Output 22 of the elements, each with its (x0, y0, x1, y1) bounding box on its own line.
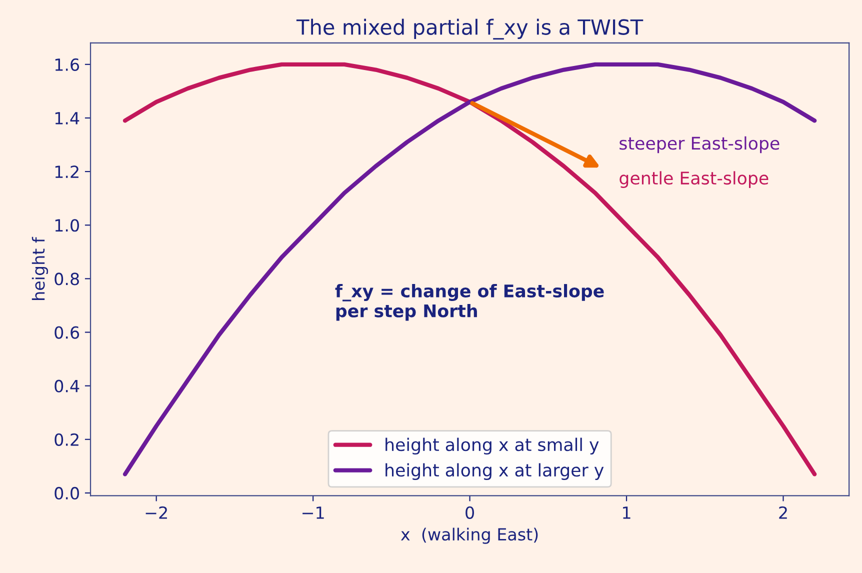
y-tick-label: 1.4 (55, 112, 80, 124)
chart-title: The mixed partial f_xy is a TWIST (296, 18, 644, 40)
y-tick-label: 0.2 (54, 433, 78, 446)
x-tick-label: 1 (623, 506, 630, 519)
y-tick-label: 1.6 (55, 58, 80, 71)
x-tick-label: −1 (302, 506, 324, 519)
y-tick-label: 0.4 (54, 380, 80, 392)
y-tick-label: 1.2 (55, 166, 78, 178)
y-tick-label: 0.0 (54, 486, 79, 500)
y-axis-title: height f (32, 236, 48, 300)
y-tick-label: 1.0 (55, 219, 79, 232)
x-tick-label: 0 (466, 506, 474, 519)
x-tick-label: 2 (779, 506, 787, 519)
legend-label: height along x at small y (386, 438, 599, 455)
y-tick-label: 0.8 (54, 272, 79, 286)
annotation: steeper East-slope (620, 136, 780, 154)
legend-label: height along x at larger y (386, 463, 604, 480)
annotation: gentle East-slope (620, 171, 768, 188)
x-axis-title: x (walking East) (400, 528, 538, 544)
x-tick-label: −2 (146, 506, 167, 519)
y-tick-label: 0.6 (54, 326, 80, 339)
annotation: f_xy = change of East-slope per step North (335, 284, 604, 321)
